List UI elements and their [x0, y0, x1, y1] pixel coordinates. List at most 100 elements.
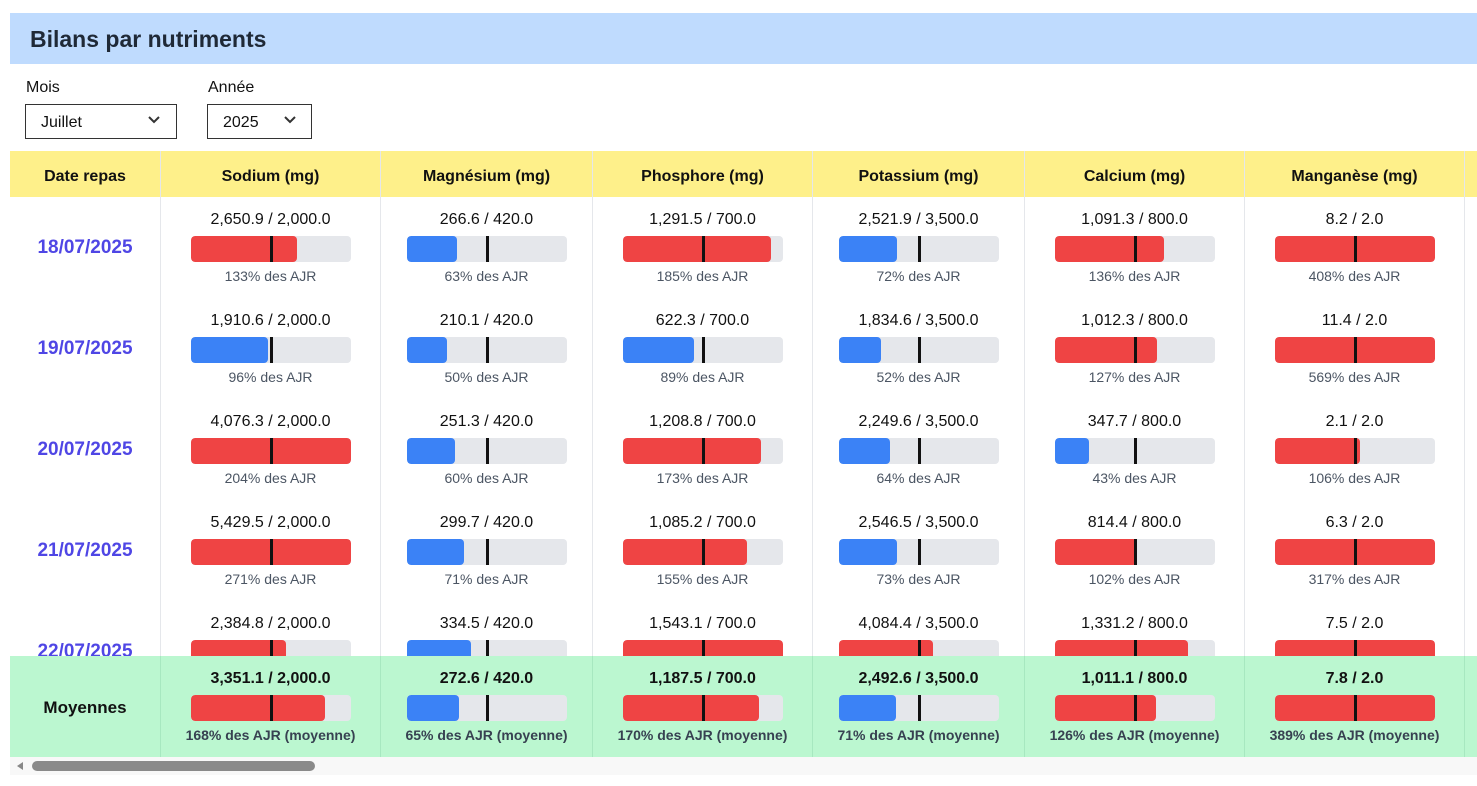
progress-bar	[1275, 695, 1435, 721]
target-marker	[918, 695, 921, 721]
extra-cell	[1464, 197, 1477, 298]
year-select[interactable]: 2025	[207, 104, 312, 139]
progress-bar	[839, 236, 999, 262]
nutrient-percentage: 43% des AJR	[1092, 470, 1177, 486]
nutrient-percentage: 389% des AJR (moyenne)	[1269, 727, 1440, 743]
nutrient-percentage: 102% des AJR	[1088, 571, 1181, 587]
progress-bar	[839, 539, 999, 565]
target-marker	[1134, 438, 1137, 464]
progress-bar	[407, 695, 567, 721]
progress-bar	[839, 438, 999, 464]
progress-fill	[407, 695, 459, 721]
target-marker	[486, 236, 489, 262]
progress-fill	[407, 337, 447, 363]
nutrient-percentage: 50% des AJR	[444, 369, 529, 385]
progress-fill	[623, 337, 695, 363]
nutrient-value: 5,429.5 / 2,000.0	[210, 514, 331, 531]
month-label: Mois	[26, 79, 60, 96]
nutrient-cell: 210.1 / 420.0 50% des AJR	[380, 298, 592, 399]
progress-fill	[1055, 438, 1090, 464]
progress-bar	[407, 236, 567, 262]
target-marker	[1134, 539, 1137, 565]
target-marker	[702, 640, 705, 666]
nutrient-value: 2,249.6 / 3,500.0	[858, 413, 979, 430]
target-marker	[1354, 640, 1357, 666]
nutrient-cell: 11.4 / 2.0 569% des AJR	[1244, 298, 1464, 399]
nutrient-percentage: 317% des AJR	[1308, 571, 1401, 587]
progress-fill	[191, 695, 326, 721]
target-marker	[918, 337, 921, 363]
nutrient-cell: 2,492.6 / 3,500.0 71% des AJR (moyenne)	[812, 656, 1024, 757]
nutrient-cell: 1,085.2 / 700.0 155% des AJR	[592, 500, 812, 601]
meal-date-link[interactable]: 20/07/2025	[37, 439, 133, 460]
nutrient-value: 1,091.3 / 800.0	[1081, 211, 1188, 228]
chevron-down-icon	[148, 116, 160, 124]
scrollbar-thumb[interactable]	[32, 761, 315, 771]
averages-label: Moyennes	[43, 698, 127, 717]
extra-cell	[1464, 399, 1477, 500]
month-select[interactable]: Juillet	[25, 104, 177, 139]
target-marker	[1354, 337, 1357, 363]
progress-bar	[191, 695, 351, 721]
target-marker	[702, 695, 705, 721]
target-marker	[270, 337, 273, 363]
nutrient-cell: 1,834.6 / 3,500.0 52% des AJR	[812, 298, 1024, 399]
progress-fill	[407, 236, 458, 262]
nutrient-cell: 5,429.5 / 2,000.0 271% des AJR	[160, 500, 380, 601]
progress-bar	[839, 695, 999, 721]
nutrient-percentage: 168% des AJR (moyenne)	[185, 727, 356, 743]
meal-date-link[interactable]: 18/07/2025	[37, 237, 133, 258]
nutrient-value: 334.5 / 420.0	[439, 615, 534, 632]
target-marker	[270, 640, 273, 666]
progress-bar	[623, 337, 783, 363]
nutrient-value: 1,543.1 / 700.0	[649, 615, 756, 632]
target-marker	[1134, 236, 1137, 262]
nutrient-percentage: 569% des AJR	[1308, 369, 1401, 385]
progress-fill	[839, 337, 881, 363]
progress-bar	[623, 236, 783, 262]
extra-cell	[1464, 601, 1477, 702]
progress-fill	[1055, 695, 1156, 721]
nutrient-percentage: 170% des AJR (moyenne)	[617, 727, 788, 743]
column-header: Phosphore (mg)	[592, 151, 812, 197]
nutrient-cell: 272.6 / 420.0 65% des AJR (moyenne)	[380, 656, 592, 757]
column-header-extra	[1464, 151, 1477, 197]
progress-bar	[623, 438, 783, 464]
nutrient-value: 814.4 / 800.0	[1087, 514, 1182, 531]
target-marker	[486, 337, 489, 363]
progress-fill	[191, 236, 298, 262]
nutrient-percentage: 73% des AJR	[876, 571, 961, 587]
nutrient-cell: 7.8 / 2.0 389% des AJR (moyenne)	[1244, 656, 1464, 757]
scroll-left-arrow-icon[interactable]	[17, 762, 23, 770]
progress-bar	[1275, 539, 1435, 565]
progress-fill	[623, 695, 759, 721]
target-marker	[1354, 438, 1357, 464]
nutrient-value: 2.1 / 2.0	[1325, 413, 1384, 430]
horizontal-scrollbar[interactable]	[10, 757, 1477, 775]
progress-fill	[839, 695, 896, 721]
year-select-value: 2025	[223, 114, 259, 131]
target-marker	[486, 640, 489, 666]
nutrient-value: 11.4 / 2.0	[1321, 312, 1388, 329]
nutrient-value: 6.3 / 2.0	[1325, 514, 1384, 531]
nutrient-percentage: 96% des AJR	[228, 369, 313, 385]
nutrient-value: 251.3 / 420.0	[439, 413, 534, 430]
meal-date-link[interactable]: 19/07/2025	[37, 338, 133, 359]
target-marker	[918, 438, 921, 464]
nutrient-cell: 1,187.5 / 700.0 170% des AJR (moyenne)	[592, 656, 812, 757]
nutrient-cell: 814.4 / 800.0 102% des AJR	[1024, 500, 1244, 601]
progress-bar	[1055, 695, 1215, 721]
progress-fill	[839, 438, 891, 464]
progress-fill	[407, 438, 455, 464]
nutrient-percentage: 72% des AJR	[876, 268, 961, 284]
column-header: Magnésium (mg)	[380, 151, 592, 197]
column-header: Sodium (mg)	[160, 151, 380, 197]
nutrient-value: 7.5 / 2.0	[1325, 615, 1384, 632]
nutrient-value: 4,076.3 / 2,000.0	[210, 413, 331, 430]
meal-date-link[interactable]: 21/07/2025	[37, 540, 133, 561]
nutrient-percentage: 60% des AJR	[444, 470, 529, 486]
nutrient-cell: 1,291.5 / 700.0 185% des AJR	[592, 197, 812, 298]
target-marker	[1354, 539, 1357, 565]
page-title: Bilans par nutriments	[30, 26, 267, 52]
progress-bar	[1275, 236, 1435, 262]
